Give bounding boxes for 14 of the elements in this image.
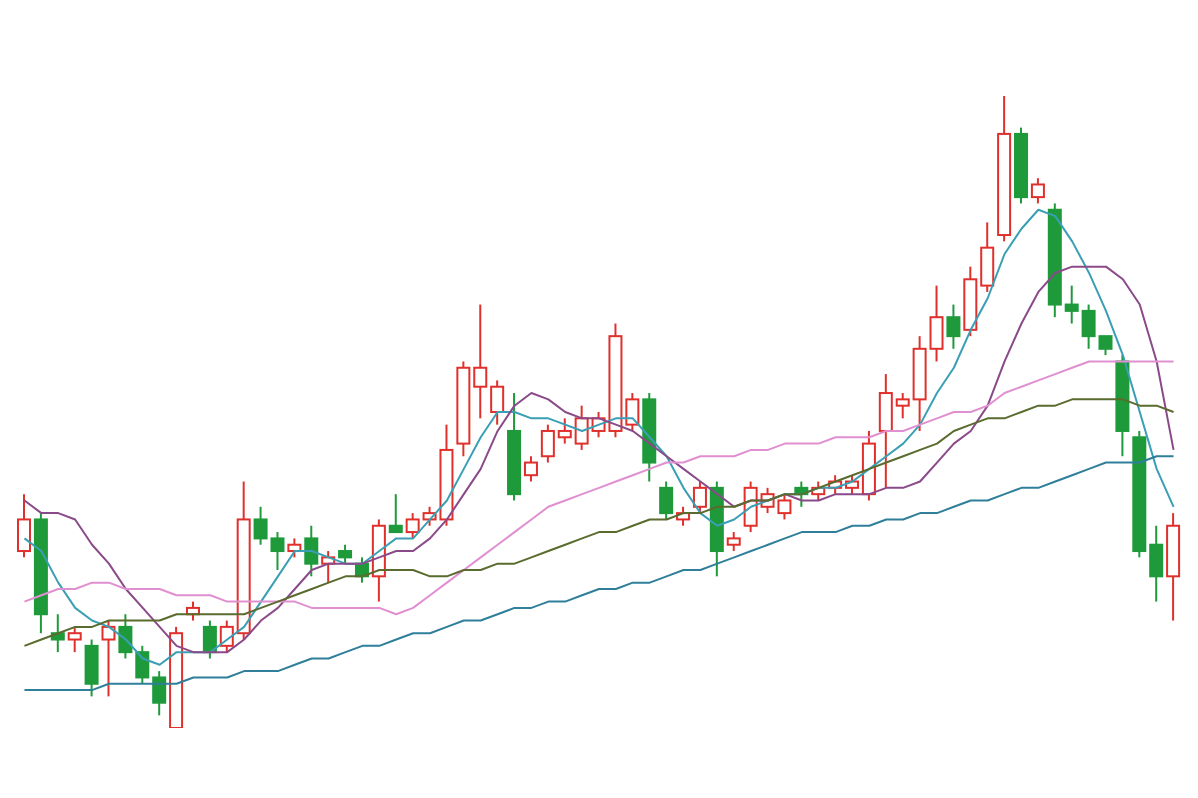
candlestick [101,619,116,698]
candlestick [67,625,82,654]
candlestick [946,303,961,350]
candlestick [1030,177,1045,205]
candlestick [692,480,707,515]
candlestick [338,543,353,565]
candlestick [388,493,403,534]
candlestick [17,493,31,559]
candlestick [50,613,65,654]
candlestick [84,638,99,698]
candlestick [523,455,538,483]
candlestick [304,524,319,578]
candlestick [659,480,674,521]
candlestick [726,531,741,553]
